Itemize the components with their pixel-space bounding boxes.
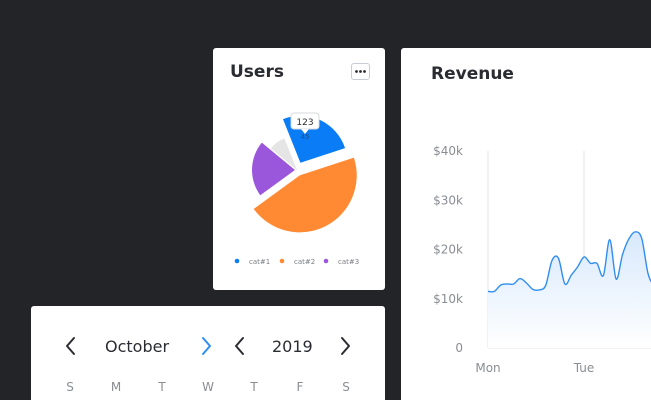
prev-year-button[interactable] <box>230 334 250 358</box>
chevron-left-icon <box>66 337 75 355</box>
chevron-right-icon <box>341 337 350 355</box>
pie-slice-cat2[interactable] <box>253 157 357 233</box>
month-label: October <box>105 337 170 356</box>
y-tick-label: 0 <box>455 341 463 355</box>
revenue-title: Revenue <box>431 64 514 84</box>
users-pie-chart: 123 45 cat#1 cat#2 cat#3 <box>234 112 359 266</box>
legend-dot <box>323 258 329 264</box>
revenue-area-chart: $40k $30k $20k $10k 0 Mon Tue <box>433 144 651 375</box>
weekday-label: M <box>110 380 122 394</box>
next-year-button[interactable] <box>335 334 355 358</box>
next-month-button[interactable] <box>196 334 216 358</box>
more-horizontal-icon <box>355 70 366 73</box>
y-tick-label: $30k <box>433 193 463 207</box>
pie-slice-cat3[interactable] <box>252 142 296 196</box>
year-label: 2019 <box>272 337 313 356</box>
pie-slice-other[interactable] <box>270 138 297 170</box>
x-tick-label: Tue <box>573 361 595 375</box>
revenue-series-line[interactable] <box>487 231 651 293</box>
x-tick-label: Mon <box>475 361 500 375</box>
pie-tooltip: 123 45 <box>290 112 320 141</box>
tooltip-sub: 45 <box>301 133 310 141</box>
chevron-right-icon <box>202 337 211 355</box>
revenue-area-fill <box>488 231 651 348</box>
users-card: Users 123 45 cat#1 cat#2 cat#3 <box>213 48 385 290</box>
y-tick-label: $20k <box>433 243 463 257</box>
weekday-label: F <box>296 380 304 394</box>
users-title: Users <box>230 62 284 82</box>
chevron-left-icon <box>235 337 244 355</box>
y-tick-label: $10k <box>433 292 463 306</box>
legend-label: cat#3 <box>338 258 359 266</box>
tooltip-value: 123 <box>296 118 313 128</box>
weekday-label: S <box>66 380 74 394</box>
legend-label: cat#1 <box>249 258 270 266</box>
legend-dot <box>279 258 285 264</box>
weekday-label: T <box>158 380 166 394</box>
legend-dot <box>234 258 240 264</box>
weekday-label: W <box>202 380 214 394</box>
y-tick-label: $40k <box>433 144 463 158</box>
weekday-label: T <box>250 380 258 394</box>
weekday-label: S <box>342 380 350 394</box>
prev-month-button[interactable] <box>61 334 81 358</box>
revenue-card: Revenue $40k $30k $20k $10k 0 Mon Tue <box>401 48 651 400</box>
calendar-card: October 2019 S M T W T F S <box>31 306 385 400</box>
more-options-button[interactable] <box>351 63 370 80</box>
legend-label: cat#2 <box>294 258 315 266</box>
